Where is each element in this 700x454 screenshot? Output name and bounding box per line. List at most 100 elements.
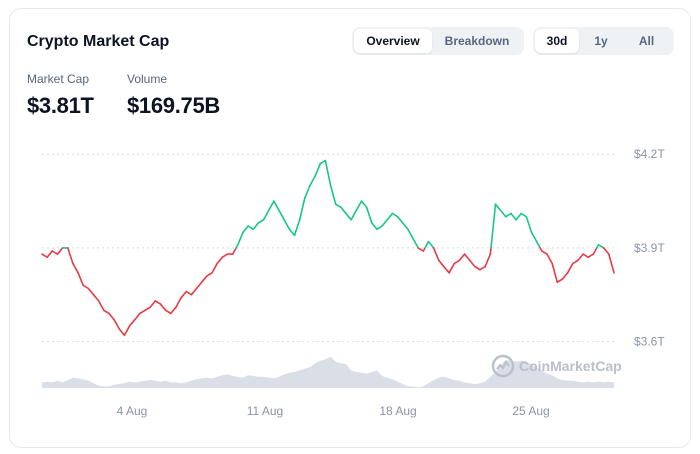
price-line-segment <box>278 209 286 221</box>
price-line-segment <box>345 212 353 221</box>
price-line-segment <box>587 253 595 259</box>
price-line-segment <box>360 200 368 209</box>
price-line-segment <box>288 228 296 237</box>
price-line-segment <box>128 318 136 327</box>
price-line-segment <box>180 290 188 299</box>
price-line-segment <box>597 244 605 249</box>
price-line-segment <box>319 159 327 165</box>
price-line-segment <box>525 215 533 234</box>
price-line-segment <box>170 306 177 315</box>
price-line-segment <box>67 247 74 265</box>
price-line-segment <box>314 162 322 177</box>
x-tick-label: 18 Aug <box>379 404 416 418</box>
y-tick-label: $3.9T <box>634 241 665 255</box>
watermark-text: CoinMarketCap <box>519 358 622 374</box>
price-line-segment <box>355 200 363 212</box>
price-line-segment <box>556 278 564 284</box>
price-line-segment <box>571 259 579 265</box>
price-line-segment <box>561 271 569 280</box>
price-line-segment <box>468 259 476 268</box>
x-axis: 4 Aug 11 Aug 18 Aug 25 Aug <box>117 404 550 418</box>
price-line-segment <box>515 212 523 221</box>
card-title: Crypto Market Cap <box>27 33 170 50</box>
range-30d[interactable]: 30d <box>535 29 579 53</box>
range-all[interactable]: All <box>638 34 655 48</box>
price-line-segment <box>432 247 440 262</box>
price-line-segment <box>283 219 291 230</box>
y-tick-label: $3.6T <box>634 335 665 349</box>
price-line-segment <box>46 250 54 259</box>
market-cap-label: Market Cap <box>27 72 90 86</box>
price-line-segment <box>577 253 584 262</box>
price-line-segment <box>242 225 249 234</box>
price-line-segment <box>484 253 492 268</box>
coinmarketcap-logo-icon <box>491 354 515 378</box>
volume-area <box>42 356 614 388</box>
price-line-segment <box>350 209 358 221</box>
range-toggle: 30d 1y All <box>533 27 674 55</box>
view-toggle: Overview Breakdown <box>352 27 524 55</box>
price-line-segment <box>123 325 131 337</box>
price-line-segment <box>376 225 383 230</box>
price-line-segment <box>391 212 399 218</box>
price-line-segment <box>154 300 162 305</box>
price-line-segment <box>113 318 121 330</box>
price-line-segment <box>324 159 332 187</box>
price-line-segment <box>262 209 270 221</box>
price-line-segment <box>494 203 502 212</box>
price-line-segment <box>72 262 79 274</box>
price-line-segment <box>92 293 100 302</box>
tab-overview[interactable]: Overview <box>354 29 432 53</box>
x-tick-label: 4 Aug <box>117 404 148 418</box>
price-line-segment <box>412 237 420 249</box>
price-line-segment <box>541 250 548 255</box>
price-line-segment <box>386 212 394 221</box>
y-axis: $4.2T $3.9T $3.6T <box>634 147 665 348</box>
price-line-segment <box>303 184 311 199</box>
tab-breakdown[interactable]: Breakdown <box>444 34 510 48</box>
x-tick-label: 11 Aug <box>247 404 283 418</box>
price-line-segment <box>530 231 538 243</box>
price-line-segment <box>164 309 172 315</box>
price-line-segment <box>108 312 115 321</box>
price-line-segment <box>535 240 541 249</box>
volume-shape <box>42 356 614 388</box>
price-line-segment <box>437 259 445 268</box>
price-line-segment <box>427 240 435 249</box>
price-line-segment <box>602 247 610 255</box>
price-line-segment <box>365 206 373 224</box>
price-line-segment <box>499 209 507 218</box>
price-line-segment <box>56 247 64 255</box>
price-line-segment <box>443 265 450 274</box>
price-line-segment <box>273 200 280 212</box>
price-line-segment <box>592 247 598 255</box>
market-cap-value: $3.81T <box>27 93 94 118</box>
price-line-segment <box>144 306 151 312</box>
price-line-segment <box>41 253 49 259</box>
price-line-segment <box>309 175 316 187</box>
price-line-segment <box>298 197 306 221</box>
price-line-segment <box>237 231 244 246</box>
price-line-segment <box>134 312 141 321</box>
x-tick-label: 25 Aug <box>512 404 549 418</box>
price-line-segment <box>448 262 456 274</box>
price-line-segment <box>504 212 512 218</box>
price-line-segment <box>200 275 208 284</box>
price-line-segment <box>247 225 255 230</box>
price-line-segment <box>118 328 126 337</box>
price-line-segment <box>221 253 229 259</box>
price-line-segment <box>195 281 203 290</box>
price-line-segment <box>490 203 497 249</box>
range-1y[interactable]: 1y <box>594 34 608 48</box>
price-line-segment <box>551 262 559 284</box>
price-line-segment <box>149 300 157 309</box>
price-line-segment <box>159 303 167 312</box>
price-line-segment <box>458 253 466 262</box>
price-line-segment <box>407 228 414 240</box>
price-line-segment <box>582 253 590 259</box>
price-line-segment <box>417 247 425 252</box>
price-line-segment <box>190 287 198 296</box>
price-line-segment <box>474 265 481 271</box>
grid-lines <box>42 153 614 343</box>
